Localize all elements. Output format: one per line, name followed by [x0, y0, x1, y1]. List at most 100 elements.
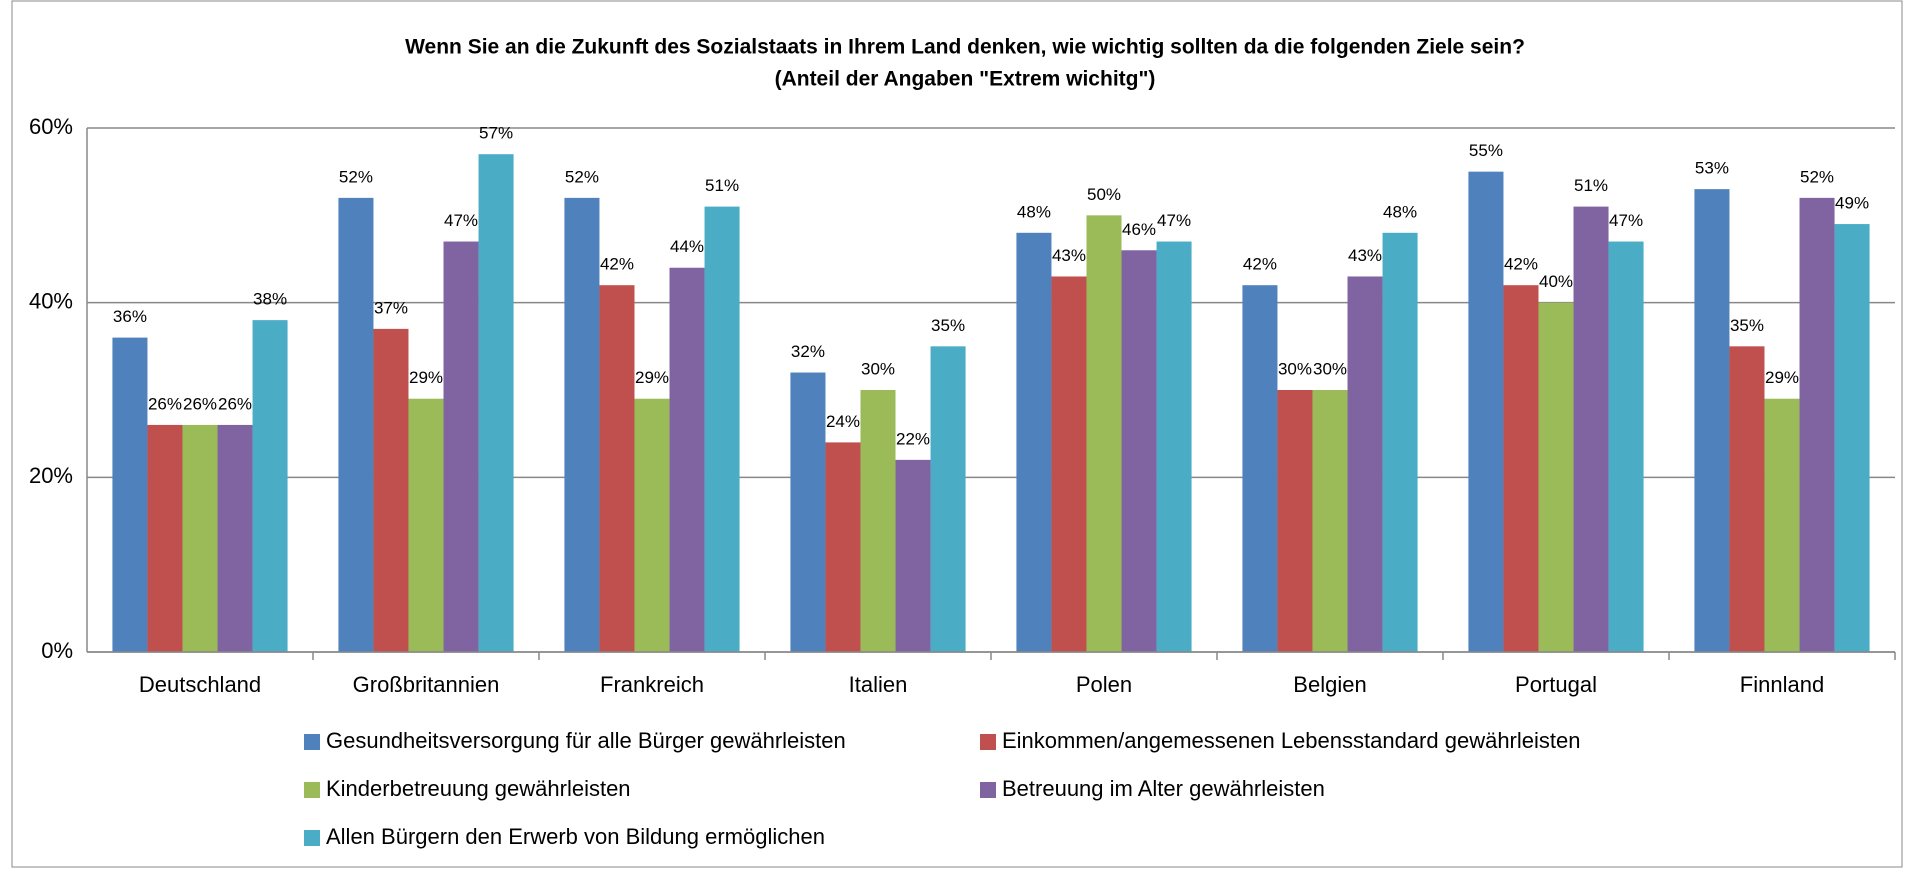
bar [1016, 232, 1052, 653]
data-label: 35% [1730, 316, 1764, 335]
data-label: 42% [1504, 255, 1538, 274]
legend-label: Gesundheitsversorgung für alle Bürger ge… [326, 728, 846, 753]
bar [112, 337, 148, 652]
data-label: 30% [1278, 359, 1312, 378]
legend-swatch [304, 830, 320, 846]
x-tick-label: Belgien [1293, 672, 1366, 697]
data-label: 26% [218, 394, 252, 413]
legend-swatch [304, 734, 320, 750]
data-label: 43% [1348, 246, 1382, 265]
data-label: 30% [1313, 359, 1347, 378]
bar [1503, 285, 1539, 652]
legend-label: Betreuung im Alter gewährleisten [1002, 776, 1325, 801]
data-label: 37% [374, 298, 408, 317]
bar [669, 267, 705, 652]
bar [252, 320, 288, 652]
data-label: 52% [565, 167, 599, 186]
data-label: 29% [1765, 368, 1799, 387]
bar [1834, 224, 1870, 653]
y-tick-label: 20% [29, 463, 73, 488]
bar [1729, 346, 1765, 652]
x-tick-label: Finnland [1740, 672, 1824, 697]
data-label: 43% [1052, 246, 1086, 265]
legend-swatch [980, 734, 996, 750]
bar [1608, 241, 1644, 653]
bar [1277, 390, 1313, 652]
data-label: 55% [1469, 141, 1503, 160]
bar [1382, 232, 1418, 653]
data-label: 24% [826, 412, 860, 431]
bar [338, 197, 374, 652]
legend-label: Kinderbetreuung gewährleisten [326, 776, 631, 801]
bar [704, 206, 740, 652]
bar [373, 328, 409, 652]
data-label: 36% [113, 307, 147, 326]
bar [1799, 197, 1835, 652]
bar [1051, 276, 1087, 652]
data-label: 50% [1087, 185, 1121, 204]
bar [1242, 285, 1278, 652]
bar [634, 398, 670, 652]
data-label: 42% [600, 255, 634, 274]
bar [825, 442, 861, 652]
x-tick-label: Italien [849, 672, 908, 697]
legend-label: Allen Bürgern den Erwerb von Bildung erm… [326, 824, 825, 849]
data-label: 22% [896, 429, 930, 448]
data-label: 30% [861, 359, 895, 378]
bar [217, 424, 253, 652]
y-tick-label: 60% [29, 114, 73, 139]
data-label: 47% [1157, 211, 1191, 230]
bar [1156, 241, 1192, 653]
bar [1573, 206, 1609, 652]
data-label: 52% [1800, 167, 1834, 186]
data-label: 26% [183, 394, 217, 413]
data-label: 48% [1383, 202, 1417, 221]
legend-swatch [304, 782, 320, 798]
bar [1764, 398, 1800, 652]
data-label: 49% [1835, 194, 1869, 213]
data-label: 57% [479, 124, 513, 143]
bar [1694, 189, 1730, 652]
bar [895, 459, 931, 652]
data-label: 47% [444, 211, 478, 230]
data-label: 32% [791, 342, 825, 361]
bar [478, 154, 514, 652]
data-label: 48% [1017, 202, 1051, 221]
bar [564, 197, 600, 652]
x-tick-label: Polen [1076, 672, 1132, 697]
data-label: 51% [705, 176, 739, 195]
data-label: 40% [1539, 272, 1573, 291]
data-label: 29% [635, 368, 669, 387]
legend-swatch [980, 782, 996, 798]
data-label: 26% [148, 394, 182, 413]
bar [1086, 215, 1122, 653]
bar [443, 241, 479, 653]
chart-title: Wenn Sie an die Zukunft des Sozialstaats… [405, 36, 1525, 59]
data-label: 51% [1574, 176, 1608, 195]
y-tick-label: 40% [29, 288, 73, 313]
bar [1347, 276, 1383, 652]
bar [147, 424, 183, 652]
x-tick-label: Portugal [1515, 672, 1597, 697]
data-label: 46% [1122, 220, 1156, 239]
data-label: 47% [1609, 211, 1643, 230]
chart-subtitle: (Anteil der Angaben "Extrem wichitg") [775, 68, 1156, 91]
data-label: 29% [409, 368, 443, 387]
data-label: 35% [931, 316, 965, 335]
x-tick-label: Frankreich [600, 672, 704, 697]
bar [930, 346, 966, 652]
bar [860, 390, 896, 652]
bar [1121, 250, 1157, 652]
bar [1468, 171, 1504, 652]
legend-label: Einkommen/angemessenen Lebensstandard ge… [1002, 728, 1580, 753]
data-label: 53% [1695, 159, 1729, 178]
bar [1538, 302, 1574, 652]
data-label: 42% [1243, 255, 1277, 274]
bar [790, 372, 826, 652]
bar [599, 285, 635, 652]
bar [182, 424, 218, 652]
x-tick-label: Großbritannien [353, 672, 500, 697]
bar [408, 398, 444, 652]
data-label: 44% [670, 237, 704, 256]
